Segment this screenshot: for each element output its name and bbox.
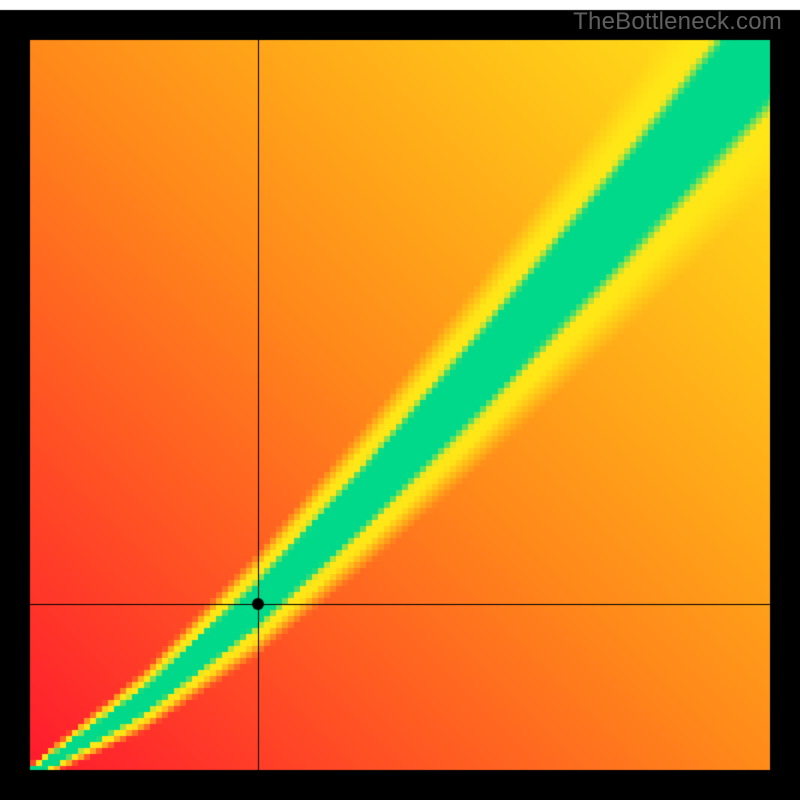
chart-container: TheBottleneck.com [0,0,800,800]
heatmap-canvas [0,0,800,800]
watermark-label: TheBottleneck.com [573,8,782,36]
